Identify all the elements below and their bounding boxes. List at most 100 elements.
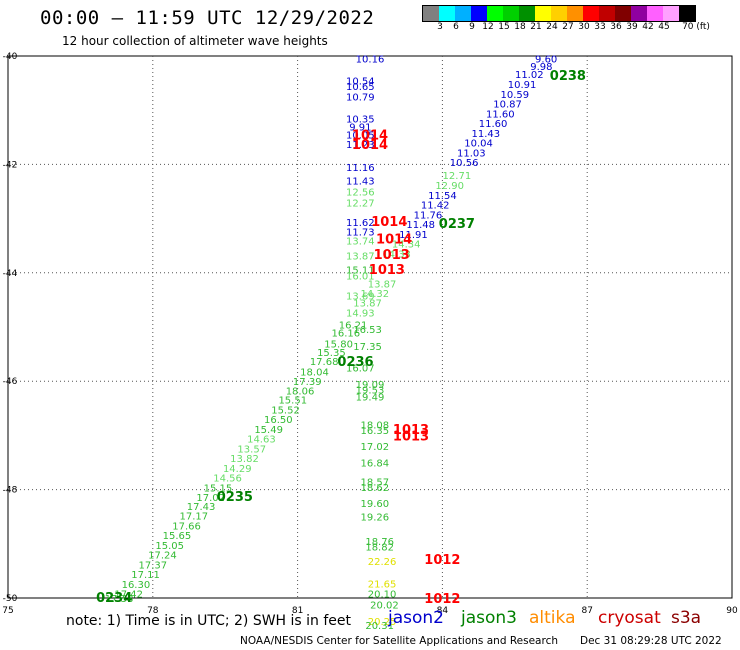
wave-height-value: 12.27: [346, 198, 375, 209]
wave-height-value: 17.35: [353, 342, 382, 353]
legend-swatch: [631, 6, 647, 21]
wave-height-value: 15.51: [278, 396, 307, 407]
x-tick-label: 90: [726, 606, 738, 616]
wave-height-value: 17.43: [187, 502, 216, 513]
wave-height-value: 13.82: [230, 454, 259, 465]
wave-height-value: 11.73: [346, 228, 375, 239]
wave-height-value: 11.16: [346, 163, 375, 174]
track-label: 0236: [337, 355, 373, 370]
wave-height-value: 11.54: [428, 191, 457, 202]
legend-swatch: [615, 6, 631, 21]
wave-height-value: 14.63: [247, 435, 276, 446]
wave-height-value: 9.98: [530, 62, 552, 73]
wave-height-value: 19.09: [356, 380, 385, 391]
wave-height-value: 15.05: [155, 541, 184, 552]
y-tick-label: -46: [3, 377, 18, 387]
y-tick-label: -40: [3, 52, 18, 62]
track-label: 1012: [424, 553, 460, 568]
x-tick-label: 84: [437, 606, 449, 616]
wave-height-value: 10.91: [508, 80, 537, 91]
timestamp: Dec 31 08:29:28 UTC 2022: [580, 635, 722, 647]
wave-height-value: 10.54: [346, 76, 375, 87]
wave-height-value: 11.23: [346, 140, 375, 151]
wave-height-value: 14.93: [346, 308, 375, 319]
x-tick-label: 81: [292, 606, 303, 616]
wave-height-value: 10.59: [500, 90, 529, 101]
wave-height-value: 11.03: [457, 148, 486, 159]
wave-height-value: 18.08: [361, 421, 390, 432]
y-tick-label: -50: [3, 594, 18, 604]
wave-height-value: 20.10: [368, 590, 397, 601]
wave-height-value: 9.60: [535, 55, 557, 66]
legend-label: 15: [498, 22, 510, 32]
wave-height-value: 13.74: [346, 236, 375, 247]
wave-height-value: 15.15: [204, 483, 233, 494]
wave-height-value: 22.26: [368, 557, 397, 568]
track-label: 0238: [550, 69, 586, 84]
wave-height-value: 11.60: [479, 119, 508, 130]
wave-height-value: 19.60: [361, 499, 390, 510]
wave-height-value: 14.32: [361, 289, 390, 300]
x-tick-label: 75: [2, 606, 13, 616]
legend-swatch: [535, 6, 551, 21]
legend-swatch: [647, 6, 663, 21]
wave-height-value: 10.87: [493, 100, 522, 111]
wave-height-value: 11.43: [346, 177, 375, 188]
wave-height-value: 18.62: [361, 483, 390, 494]
legend-label: 12: [482, 22, 494, 32]
track-label: 1013: [393, 423, 429, 438]
wave-height-value: 10.16: [356, 55, 385, 66]
wave-height-value: 17.37: [138, 560, 167, 571]
wave-height-value: 11.02: [515, 70, 544, 81]
track-label: 1013: [374, 248, 410, 263]
track-label: 0237: [439, 217, 475, 232]
wave-height-value: 16.53: [353, 325, 382, 336]
legend-label: 24: [546, 22, 558, 32]
wave-height-value: 16.21: [339, 320, 368, 331]
satellite-jason3: jason3: [461, 608, 517, 628]
satellite-cryosat: cryosat: [598, 608, 661, 628]
legend-swatch: [519, 6, 535, 21]
wave-height-value: 17.11: [131, 570, 160, 581]
wave-height-value: 18.76: [365, 537, 394, 548]
wave-height-value: 18.82: [365, 543, 394, 554]
page-title: 00:00 — 11:59 UTC 12/29/2022: [40, 7, 375, 29]
track-label: 0235: [217, 490, 253, 505]
wave-height-value: 11.91: [399, 230, 428, 241]
wave-height-value: 13.69: [346, 292, 375, 303]
track-label: 1014: [376, 233, 412, 248]
wave-height-value: 16.84: [361, 459, 390, 470]
legend-label: 3: [437, 22, 443, 32]
wave-height-value: 10.65: [346, 82, 375, 93]
wave-height-value: 17.17: [180, 512, 209, 523]
x-tick-label: 78: [147, 606, 159, 616]
wave-height-value: 10.35: [346, 114, 375, 125]
wave-height-value: 21.65: [368, 579, 397, 590]
legend-label: 33: [594, 22, 606, 32]
legend-swatch: [439, 6, 455, 21]
wave-height-value: 17.66: [172, 521, 201, 532]
wave-height-value: 17.02: [361, 442, 390, 453]
legend-label: 9: [469, 22, 475, 32]
wave-height-value: 17.24: [148, 551, 177, 562]
legend-label: 36: [610, 22, 622, 32]
wave-height-value: 17.38: [105, 594, 134, 605]
legend-swatch: [551, 6, 567, 21]
wave-height-value: 20.25: [368, 617, 397, 628]
legend-swatch: [679, 6, 695, 21]
wave-height-value: 15.35: [317, 348, 346, 359]
legend-swatch: [583, 6, 599, 21]
wave-height-value: 10.79: [346, 93, 375, 104]
legend-label: 21: [530, 22, 542, 32]
satellite-jason2: jason2: [388, 608, 444, 628]
footer-note: note: 1) Time is in UTC; 2) SWH is in fe…: [66, 613, 352, 629]
legend-swatch: [503, 6, 519, 21]
wave-height-value: 11.76: [414, 210, 443, 221]
legend-label: 6: [453, 22, 459, 32]
wave-height-value: 18.06: [286, 386, 315, 397]
wave-height-value: 17.42: [114, 590, 143, 601]
legend-swatch: [455, 6, 471, 21]
credit-text: NOAA/NESDIS Center for Satellite Applica…: [240, 635, 558, 647]
wave-height-value: 11.42: [421, 201, 450, 212]
